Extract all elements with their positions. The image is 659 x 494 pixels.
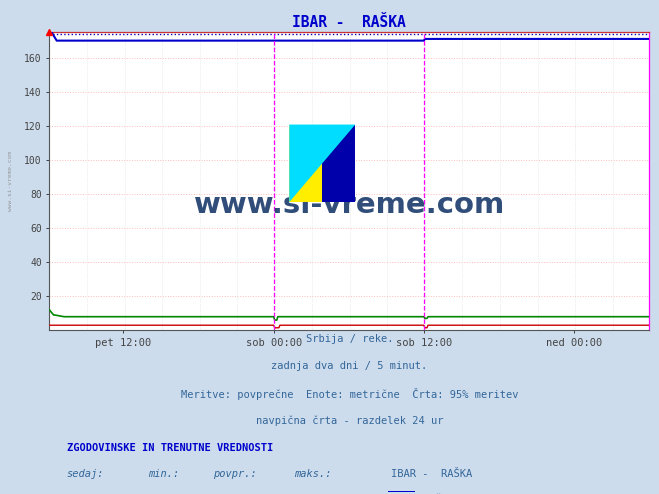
Text: navpična črta - razdelek 24 ur: navpična črta - razdelek 24 ur: [256, 416, 443, 426]
Text: ZGODOVINSKE IN TRENUTNE VREDNOSTI: ZGODOVINSKE IN TRENUTNE VREDNOSTI: [67, 443, 273, 453]
Text: Srbija / reke.: Srbija / reke.: [306, 333, 393, 343]
Text: IBAR -  RAŠKA: IBAR - RAŠKA: [391, 469, 473, 479]
Bar: [322, 124, 355, 202]
Polygon shape: [289, 124, 355, 202]
Text: www.si-vreme.com: www.si-vreme.com: [8, 151, 13, 211]
Text: sedaj:: sedaj:: [67, 469, 104, 479]
Text: Meritve: povprečne  Enote: metrične  Črta: 95% meritev: Meritve: povprečne Enote: metrične Črta:…: [181, 388, 518, 400]
Text: povpr.:: povpr.:: [214, 469, 257, 479]
Text: min.:: min.:: [148, 469, 179, 479]
Text: maks.:: maks.:: [295, 469, 332, 479]
Bar: [289, 124, 322, 202]
Text: www.si-vreme.com: www.si-vreme.com: [194, 191, 505, 219]
Text: zadnja dva dni / 5 minut.: zadnja dva dni / 5 minut.: [271, 361, 428, 371]
Title: IBAR -  RAŠKA: IBAR - RAŠKA: [293, 14, 406, 30]
Bar: [388, 491, 415, 494]
